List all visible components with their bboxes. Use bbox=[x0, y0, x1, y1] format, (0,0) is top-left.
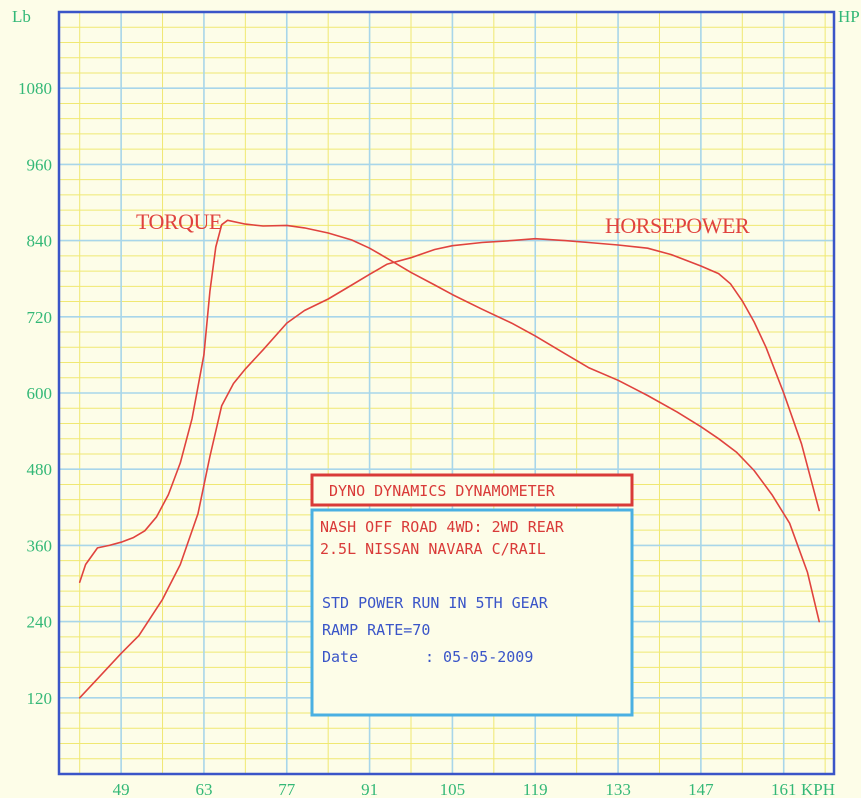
y-tick-label: 360 bbox=[27, 536, 53, 555]
info-title-box: DYNO DYNAMICS DYNAMOMETER bbox=[310, 473, 634, 507]
major-grid bbox=[59, 12, 834, 774]
x-tick-label: 91 bbox=[361, 780, 378, 798]
info-title: DYNO DYNAMICS DYNAMOMETER bbox=[329, 482, 556, 500]
x-tick-label: 77 bbox=[278, 780, 296, 798]
horsepower-curve-label: HORSEPOWER bbox=[605, 213, 750, 238]
x-tick-label: 49 bbox=[113, 780, 130, 798]
x-tick-label: 63 bbox=[195, 780, 212, 798]
x-axis-ticks: 49 63 77 91 105 119 133 147 161 bbox=[113, 780, 797, 798]
info-run-line: STD POWER RUN IN 5TH GEAR bbox=[322, 594, 549, 612]
x-tick-label: 119 bbox=[523, 780, 548, 798]
x-tick-label: 133 bbox=[605, 780, 631, 798]
info-vehicle-line: 2.5L NISSAN NAVARA C/RAIL bbox=[320, 540, 546, 558]
info-title-border bbox=[310, 473, 634, 507]
info-details-box: NASH OFF ROAD 4WD: 2WD REAR 2.5L NISSAN … bbox=[310, 508, 634, 717]
x-tick-label: 105 bbox=[440, 780, 466, 798]
y-axis-ticks: 120 240 360 480 600 720 840 960 1080 bbox=[18, 79, 52, 708]
y-tick-label: 840 bbox=[27, 232, 53, 251]
torque-curve-label: TORQUE bbox=[136, 209, 222, 234]
info-date-value: : 05-05-2009 bbox=[425, 648, 533, 666]
torque-curve bbox=[78, 219, 820, 623]
y-tick-label: 480 bbox=[27, 460, 53, 479]
x-tick-label: 161 bbox=[771, 780, 797, 798]
y-tick-label: 600 bbox=[27, 384, 53, 403]
y-tick-label: 240 bbox=[27, 613, 53, 632]
left-unit-label: Lb bbox=[12, 7, 31, 26]
y-tick-label: 720 bbox=[27, 308, 53, 327]
info-details-border bbox=[310, 508, 634, 717]
series-layer bbox=[78, 219, 820, 699]
x-unit-label: KPH bbox=[801, 780, 835, 798]
info-ramp-line: RAMP RATE=70 bbox=[322, 621, 430, 639]
plot-frame bbox=[57, 10, 836, 776]
info-date-label: Date bbox=[322, 648, 358, 666]
horsepower-curve bbox=[78, 237, 820, 699]
right-unit-label: HP bbox=[838, 7, 860, 26]
y-tick-label: 120 bbox=[27, 689, 53, 708]
x-tick-label: 147 bbox=[688, 780, 714, 798]
y-tick-label: 1080 bbox=[18, 79, 52, 98]
info-shop-line: NASH OFF ROAD 4WD: 2WD REAR bbox=[320, 518, 565, 536]
y-tick-label: 960 bbox=[27, 155, 53, 174]
